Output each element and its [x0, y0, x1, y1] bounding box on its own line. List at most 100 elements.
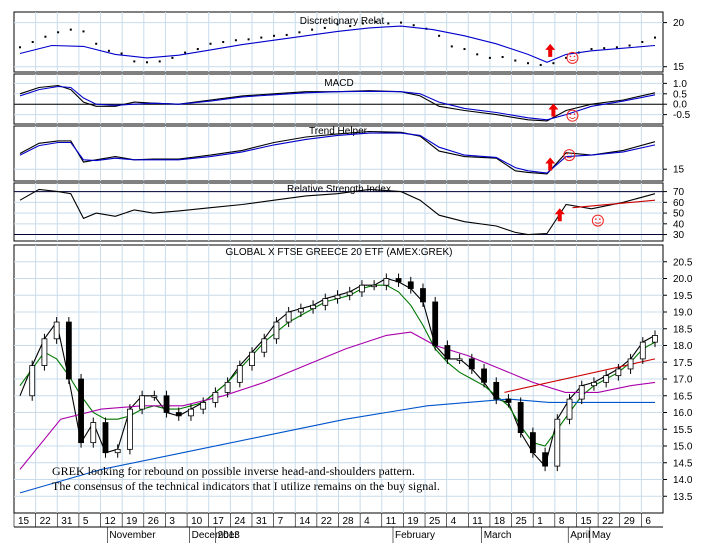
- y-tick-label: 19.0: [673, 308, 693, 319]
- month-label: May: [592, 530, 611, 541]
- candle-body: [456, 358, 463, 361]
- series-line-discretionary-relative-ma: [19, 25, 656, 63]
- candle-body: [420, 288, 426, 303]
- candle-body: [371, 284, 378, 288]
- candle-body: [529, 432, 536, 454]
- candle-body: [139, 395, 146, 410]
- candle-body: [639, 341, 646, 360]
- candle-body: [493, 381, 500, 400]
- discretionary-dot: [133, 60, 136, 63]
- discretionary-dot: [374, 20, 377, 23]
- discretionary-dot: [31, 41, 34, 43]
- candle-body: [542, 452, 548, 467]
- candlesticks: [19, 273, 658, 494]
- y-tick-label: 60: [673, 198, 685, 209]
- candle-body: [481, 368, 487, 383]
- candle-body: [591, 381, 597, 387]
- buy-arrow-icon: [545, 43, 556, 57]
- discretionary-dot: [565, 56, 568, 59]
- annotation-line-1: GREK looking for rebound on possible inv…: [52, 464, 415, 478]
- discretionary-dot: [349, 25, 352, 28]
- discretionary-dot: [361, 22, 364, 25]
- y-tick-label: 15.0: [673, 442, 693, 453]
- x-tick-label: 15: [580, 516, 592, 527]
- x-tick-label: 17: [213, 516, 225, 527]
- discretionary-dot: [552, 62, 555, 65]
- y-tick-label: 18.0: [673, 341, 693, 352]
- discretionary-dot: [247, 38, 250, 41]
- candle-body: [383, 278, 390, 286]
- candle-body: [652, 335, 658, 343]
- discretionary-dot: [463, 48, 466, 51]
- discretionary-dot: [501, 56, 504, 58]
- discretionary-dot: [184, 51, 187, 54]
- discretionary-dot: [285, 33, 288, 36]
- smiley-eye-icon: [570, 152, 573, 155]
- x-tick-label: 28: [343, 516, 355, 527]
- candle-body: [151, 395, 158, 398]
- candle-body: [578, 385, 585, 400]
- candle-body: [41, 338, 48, 366]
- discretionary-dot: [539, 63, 542, 66]
- series-line-rsi: [19, 188, 656, 236]
- discretionary-dot: [196, 48, 199, 51]
- x-tick-label: 19: [407, 516, 419, 527]
- x-tick-label: 31: [256, 516, 268, 527]
- candle-body: [261, 338, 268, 353]
- annotation-line-2: The consensus of the technical indicator…: [52, 479, 440, 493]
- discretionary-dot: [222, 41, 225, 43]
- x-tick-label: 19: [126, 516, 138, 527]
- candle-body: [468, 358, 475, 370]
- discretionary-dot: [527, 62, 529, 65]
- candle-body: [566, 398, 573, 420]
- candle-body: [615, 368, 622, 377]
- smiley-icon: [566, 109, 579, 122]
- x-tick-label: 22: [321, 516, 333, 527]
- candle-body: [334, 294, 341, 299]
- discretionary-dot: [158, 60, 161, 63]
- x-tick-label: 3: [169, 516, 175, 527]
- discretionary-dot: [57, 31, 60, 34]
- discretionary-dot: [209, 42, 212, 45]
- discretionary-dot: [476, 53, 479, 56]
- y-tick-label: 19.5: [673, 291, 693, 302]
- grid-lines: [14, 12, 663, 513]
- discretionary-dot: [450, 45, 453, 48]
- discretionary-dot: [82, 30, 85, 33]
- y-tick-label: 15.5: [673, 425, 693, 436]
- y-tick-label: 20.5: [673, 257, 693, 268]
- smiley-icon: [591, 214, 604, 227]
- x-tick-label: 24: [234, 516, 246, 527]
- x-tick-label: 22: [602, 516, 614, 527]
- candle-body: [273, 321, 280, 340]
- smiley-eye-icon: [566, 152, 569, 155]
- x-tick-label: 29: [624, 516, 636, 527]
- panel4-title: Relative Strength Index: [287, 184, 391, 195]
- candle-body: [65, 321, 72, 380]
- y-tick-label: 17.0: [673, 375, 693, 386]
- y-tick-label: 15: [673, 62, 685, 73]
- series-line-signal: [19, 85, 656, 121]
- smiley-eye-icon: [573, 113, 576, 115]
- discretionary-dot: [590, 48, 593, 51]
- smiley-mouth-icon: [594, 221, 602, 224]
- smiley-eye-icon: [595, 218, 597, 220]
- y-tick-label: 14.0: [673, 475, 693, 486]
- x-tick-label: 5: [83, 516, 89, 527]
- y-tick-label: 1.0: [673, 79, 687, 90]
- discretionary-dot: [44, 35, 47, 38]
- x-tick-label: 4: [364, 516, 370, 527]
- candle-body: [603, 375, 610, 383]
- month-label: February: [395, 530, 435, 541]
- x-tick-label: 18: [494, 516, 506, 527]
- panel5-title: GLOBAL X FTSE GREECE 20 ETF (AMEX:GREK): [226, 247, 453, 258]
- discretionary-dot: [628, 44, 631, 47]
- discretionary-dot: [19, 46, 21, 49]
- month-label: December: [192, 530, 239, 541]
- month-label: November: [109, 530, 156, 541]
- candle-body: [395, 278, 402, 283]
- x-tick-label: 31: [61, 516, 73, 527]
- candle-body: [236, 365, 243, 383]
